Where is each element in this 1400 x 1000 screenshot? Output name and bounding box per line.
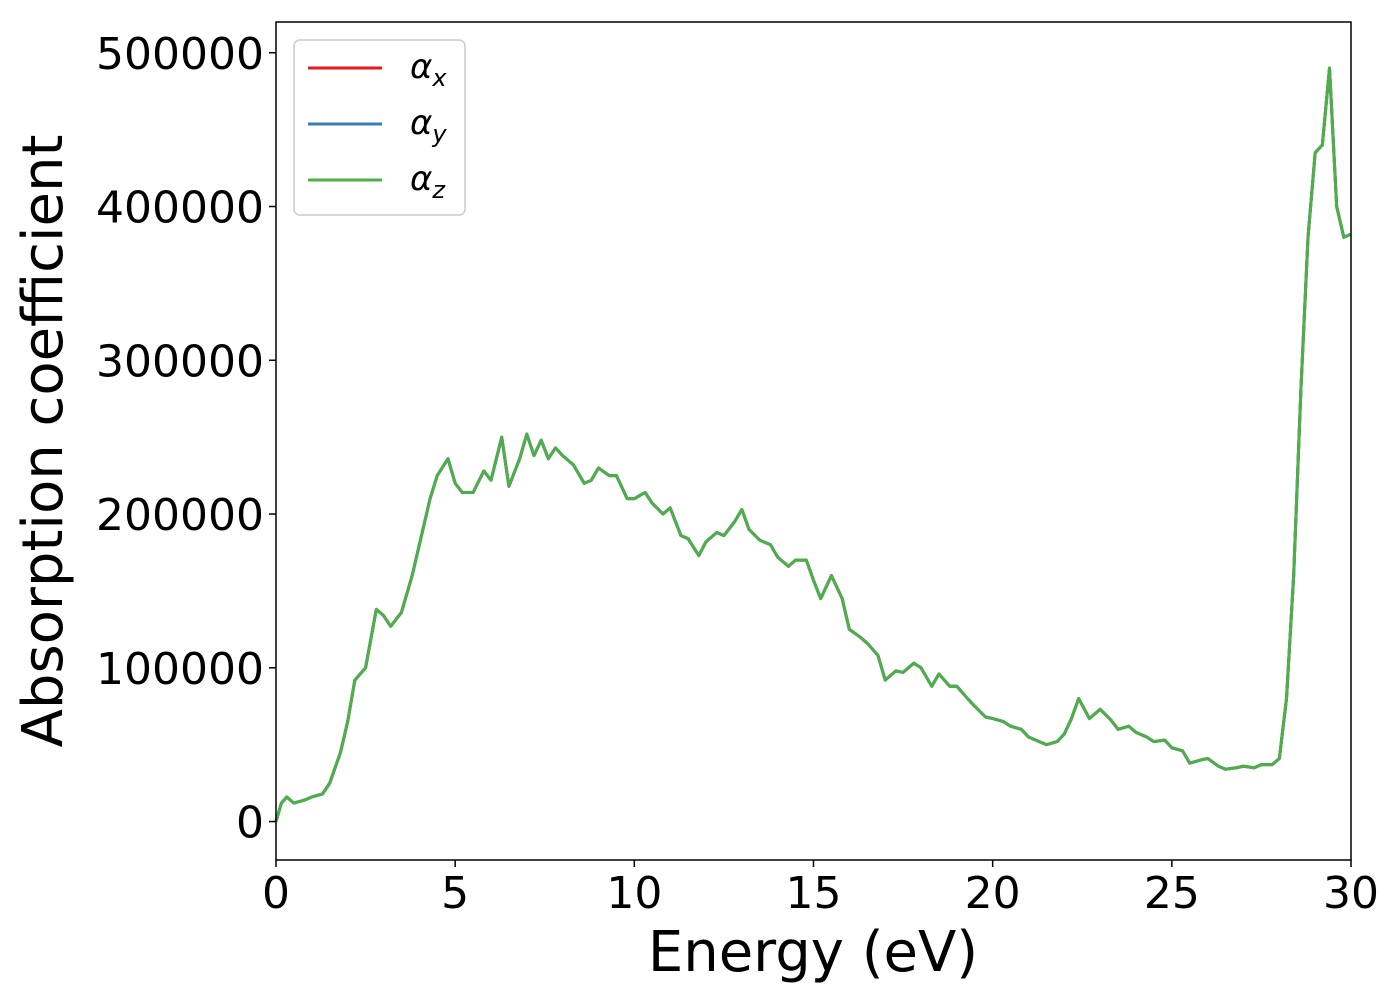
x-tick-label: 0 — [262, 868, 290, 919]
series-line-z — [274, 66, 1352, 822]
legend-label-z: αz — [410, 159, 446, 204]
plot-lines — [274, 66, 1352, 822]
x-tick-label: 20 — [965, 868, 1021, 919]
y-tick-label: 200000 — [96, 490, 264, 541]
legend-entries: αx αy αz — [308, 47, 447, 204]
y-tick-label: 0 — [236, 798, 264, 849]
y-tick-label: 100000 — [96, 644, 264, 695]
legend-label-y: αy — [410, 103, 447, 148]
x-tick-label: 30 — [1323, 868, 1379, 919]
y-tick-label: 500000 — [96, 29, 264, 80]
y-axis-ticks: 0 100000 200000 300000 400000 500000 — [96, 29, 276, 849]
legend-box — [293, 39, 466, 216]
y-tick-label: 300000 — [96, 336, 264, 387]
x-tick-label: 10 — [606, 868, 662, 919]
legend: αx αy αz — [293, 39, 466, 216]
x-axis-ticks: 0 5 10 15 20 25 30 — [262, 860, 1379, 919]
x-tick-label: 25 — [1144, 868, 1200, 919]
y-tick-label: 400000 — [96, 183, 264, 234]
x-tick-label: 15 — [786, 868, 842, 919]
x-tick-label: 5 — [441, 868, 469, 919]
x-axis-label: Energy (eV) — [648, 920, 978, 985]
y-axis-label: Absorption coefficient — [11, 135, 76, 748]
legend-label-x: αx — [410, 47, 447, 92]
